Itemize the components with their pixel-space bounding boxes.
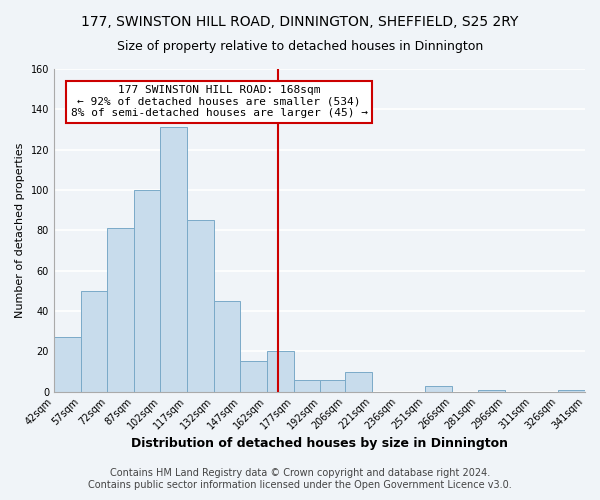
Text: Contains HM Land Registry data © Crown copyright and database right 2024.
Contai: Contains HM Land Registry data © Crown c…: [88, 468, 512, 490]
Text: 177, SWINSTON HILL ROAD, DINNINGTON, SHEFFIELD, S25 2RY: 177, SWINSTON HILL ROAD, DINNINGTON, SHE…: [82, 15, 518, 29]
Bar: [134, 190, 160, 392]
Text: Size of property relative to detached houses in Dinnington: Size of property relative to detached ho…: [117, 40, 483, 53]
Bar: [80, 291, 107, 392]
Bar: [478, 390, 505, 392]
Bar: [320, 380, 347, 392]
Bar: [425, 386, 452, 392]
Bar: [241, 362, 267, 392]
Y-axis label: Number of detached properties: Number of detached properties: [15, 142, 25, 318]
Bar: [294, 380, 320, 392]
Bar: [214, 301, 241, 392]
Text: 177 SWINSTON HILL ROAD: 168sqm
← 92% of detached houses are smaller (534)
8% of : 177 SWINSTON HILL ROAD: 168sqm ← 92% of …: [71, 85, 368, 118]
X-axis label: Distribution of detached houses by size in Dinnington: Distribution of detached houses by size …: [131, 437, 508, 450]
Bar: [160, 128, 187, 392]
Bar: [187, 220, 214, 392]
Bar: [107, 228, 134, 392]
Bar: [345, 372, 372, 392]
Bar: [54, 337, 80, 392]
Bar: [267, 352, 294, 392]
Bar: [559, 390, 585, 392]
